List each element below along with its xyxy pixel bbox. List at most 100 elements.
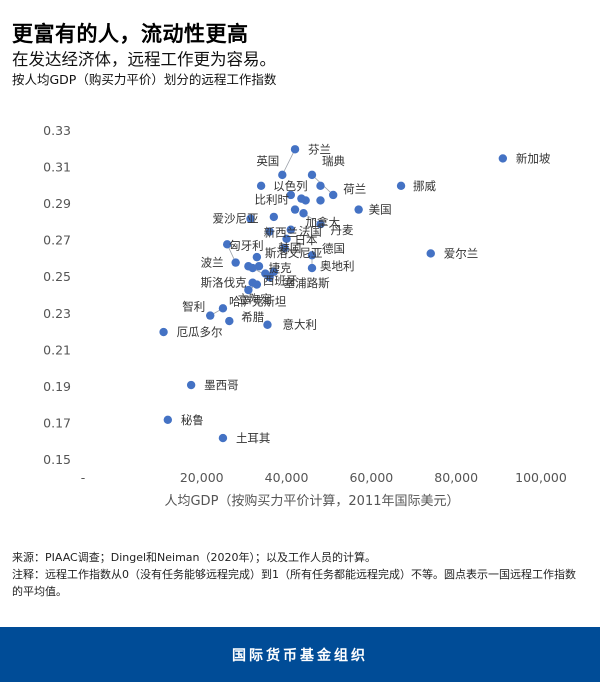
y-tick-label: 0.23	[43, 306, 71, 321]
y-axis: 0.15 0.17 0.19 0.21 0.23 0.25 0.27 0.29 0.31 0.33	[43, 123, 71, 467]
y-tick-label: 0.25	[43, 269, 71, 284]
data-point	[231, 258, 240, 267]
data-point	[354, 205, 363, 214]
data-point	[254, 262, 264, 271]
data-point-label: 德国	[322, 241, 345, 255]
x-tick-label: 60,000	[349, 470, 393, 485]
data-points	[159, 145, 508, 443]
data-point	[248, 263, 257, 273]
chart-caption: 按人均GDP（购买力平价）划分的远程工作指数	[12, 72, 277, 87]
y-tick-label: 0.21	[43, 342, 71, 357]
leader-line	[281, 149, 296, 176]
x-tick-label: 40,000	[265, 470, 309, 485]
data-point-label: 意大利	[282, 318, 317, 332]
data-point-label: 芬兰	[308, 142, 331, 156]
data-point-label: 秘鲁	[181, 413, 204, 427]
data-point	[307, 170, 317, 180]
data-point-label: 韩国	[278, 241, 301, 255]
data-point-label: 爱沙尼亚	[213, 212, 259, 226]
footer-banner: 国际货币基金组织	[0, 627, 600, 682]
data-point-label: 丹麦	[330, 223, 353, 237]
data-point	[316, 196, 325, 205]
data-point-label: 斯洛文尼亚	[265, 246, 323, 260]
data-point	[225, 316, 234, 326]
data-point-label: 荷兰	[343, 182, 366, 196]
data-point-label: 加拿大	[306, 215, 341, 229]
org-name: 国际货币基金组织	[232, 647, 368, 664]
data-point	[186, 380, 196, 390]
data-point	[252, 252, 262, 262]
data-point-label: 立陶宛	[237, 292, 272, 306]
data-point-label: 比利时	[255, 193, 290, 207]
data-point-label: 匈牙利	[229, 238, 264, 252]
data-point-label: 土耳其	[236, 431, 271, 445]
data-point-label: 新加坡	[516, 151, 551, 165]
data-point-label: 法国	[299, 225, 322, 239]
x-axis: - 20,000 40,000 60,000 80,000 100,000	[81, 470, 567, 485]
data-point-label: 挪威	[413, 179, 436, 193]
scatter-chart: 0.15 0.17 0.19 0.21 0.23 0.25 0.27 0.29 0.31 0.33…	[43, 123, 567, 509]
chart-title: 更富有的人，流动性更高	[12, 22, 249, 46]
data-point	[246, 214, 255, 223]
data-point	[282, 234, 291, 244]
data-point	[396, 181, 406, 191]
data-point	[265, 227, 274, 236]
data-point-label: 哈萨克斯坦	[229, 294, 287, 308]
data-point	[316, 220, 325, 229]
data-point-label: 日本	[295, 233, 318, 247]
y-tick-label: 0.19	[43, 379, 71, 394]
data-point-label: 西班牙	[263, 274, 298, 288]
data-point	[269, 212, 279, 222]
data-point	[244, 285, 253, 295]
data-point-label: 以色列	[273, 179, 308, 193]
x-tick-label: 100,000	[515, 470, 567, 485]
data-point	[290, 145, 300, 154]
data-point-label: 波兰	[201, 256, 224, 270]
data-point	[426, 249, 435, 258]
data-point	[278, 170, 287, 180]
data-point-label: 奥地利	[320, 259, 355, 273]
x-tick-label: -	[81, 470, 86, 485]
data-point-label: 智利	[182, 300, 205, 314]
x-tick-label: 20,000	[180, 470, 224, 485]
data-point-label: 美国	[369, 203, 392, 217]
data-point-label: 英国	[256, 154, 279, 168]
y-tick-label: 0.33	[43, 123, 71, 138]
data-point-label: 墨西哥	[204, 378, 239, 392]
source-note: 来源：PIAAC调查；Dingel和Neiman（2020年）；以及工作人员的计…	[12, 551, 376, 564]
y-tick-label: 0.29	[43, 196, 71, 211]
y-tick-label: 0.27	[43, 233, 71, 248]
data-point-label: 捷克	[269, 261, 292, 275]
data-point	[163, 415, 173, 424]
data-point	[218, 304, 228, 313]
data-point	[299, 209, 308, 218]
data-point	[307, 251, 317, 260]
data-point-label: 斯洛伐克	[201, 276, 247, 290]
chart-subtitle: 在发达经济体，远程工作更为容易。	[12, 50, 276, 69]
data-point-label: 希腊	[241, 310, 264, 324]
data-point	[263, 320, 272, 329]
data-point-label: 爱尔兰	[444, 246, 479, 260]
data-point	[222, 240, 232, 249]
data-point	[498, 154, 508, 163]
data-point	[280, 243, 289, 253]
y-tick-label: 0.17	[43, 415, 71, 430]
data-point-label: 新西兰	[264, 226, 299, 240]
data-point-label: 塞浦路斯	[284, 276, 330, 290]
footnote: 注释：远程工作指数从0（没有任务能够远程完成）到1（所有任务都能远程完成）不等。…	[12, 568, 576, 598]
data-point	[316, 181, 325, 191]
x-tick-label: 80,000	[434, 470, 478, 485]
data-point	[159, 327, 168, 337]
y-tick-label: 0.15	[43, 452, 71, 467]
data-point-label: 瑞典	[322, 154, 345, 168]
data-point	[218, 433, 228, 443]
data-point	[307, 263, 317, 273]
data-point	[329, 190, 338, 200]
data-point	[265, 273, 274, 282]
data-point	[290, 205, 300, 214]
y-tick-label: 0.31	[43, 160, 71, 175]
data-point	[252, 280, 262, 289]
data-point	[286, 190, 295, 200]
data-point	[206, 311, 215, 320]
